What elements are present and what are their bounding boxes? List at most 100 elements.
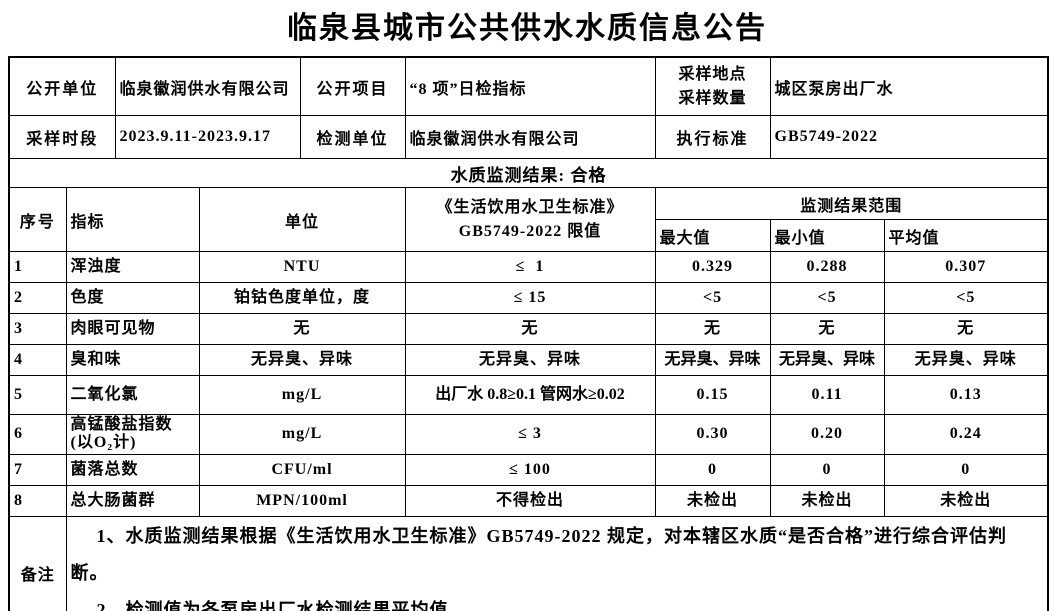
cell-limit: 无异臭、异味: [404, 344, 656, 376]
header-max: 最大值: [654, 219, 771, 252]
cell-avg: 无: [883, 313, 1049, 345]
notice-table: 公开单位 临泉徽润供水有限公司 公开项目 “8 项”日检指标 采样地点 采样数量…: [8, 56, 1050, 611]
cell-limit: ≤ 100: [404, 453, 656, 486]
standard-label: 执行标准: [654, 115, 771, 159]
cell-indicator: 总大肠菌群: [65, 484, 200, 517]
cell-unit: 铂钴色度单位，度: [198, 282, 406, 314]
header-avg: 平均值: [883, 219, 1049, 252]
cell-limit: 无: [404, 313, 656, 345]
publish-item-value: “8 项”日检指标: [404, 56, 656, 116]
table-row: 6 高锰酸盐指数(以O₂计) mg/L ≤ 3 0.30 0.20 0.24: [8, 414, 1049, 455]
cell-avg: 无异臭、异味: [883, 344, 1049, 376]
cell-indicator: 色度: [65, 282, 200, 314]
cell-seq: 1: [8, 251, 67, 283]
cell-indicator: 二氧化氯: [65, 375, 200, 415]
cell-indicator: 高锰酸盐指数(以O₂计): [65, 414, 200, 455]
cell-avg: 0.13: [883, 375, 1049, 415]
table-row: 2 色度 铂钴色度单位，度 ≤ 15 <5 <5 <5: [8, 282, 1049, 314]
notes-body: 1、水质监测结果根据《生活饮用水卫生标准》GB5749-2022 规定，对本辖区…: [65, 515, 1049, 611]
cell-max: 0.30: [654, 414, 771, 455]
cell-indicator: 肉眼可见物: [65, 313, 200, 345]
cell-min: 无异臭、异味: [769, 344, 885, 376]
header-indicator: 指标: [65, 187, 200, 252]
publish-item-label: 公开项目: [299, 56, 406, 116]
sample-site-value: 城区泵房出厂水: [769, 56, 1049, 116]
table-row: 1 浑浊度 NTU ≤ 1 0.329 0.288 0.307: [8, 251, 1049, 283]
cell-min: 0.288: [769, 251, 885, 283]
sample-period-value: 2023.9.11-2023.9.17: [114, 115, 301, 159]
cell-max: 无异臭、异味: [654, 344, 771, 376]
cell-min: 未检出: [769, 484, 885, 517]
info-row-1: 公开单位 临泉徽润供水有限公司 公开项目 “8 项”日检指标 采样地点 采样数量…: [8, 56, 1049, 116]
cell-max: <5: [654, 282, 771, 314]
cell-indicator: 臭和味: [65, 344, 200, 376]
cell-seq: 5: [8, 375, 67, 415]
header-limit-line2: GB5749-2022 限值: [458, 222, 602, 240]
table-row: 4 臭和味 无异臭、异味 无异臭、异味 无异臭、异味 无异臭、异味 无异臭、异味: [8, 344, 1049, 376]
table-row: 7 菌落总数 CFU/ml ≤ 100 0 0 0: [8, 453, 1049, 486]
header-unit: 单位: [198, 187, 406, 252]
cell-unit: 无: [198, 313, 406, 345]
table-row: 3 肉眼可见物 无 无 无 无 无: [8, 313, 1049, 345]
cell-avg: 0: [883, 453, 1049, 486]
cell-min: <5: [769, 282, 885, 314]
test-unit-label: 检测单位: [299, 115, 406, 159]
cell-seq: 4: [8, 344, 67, 376]
cell-max: 未检出: [654, 484, 771, 517]
cell-limit: ≤ 3: [404, 414, 656, 455]
cell-avg: <5: [883, 282, 1049, 314]
cell-unit: 无异臭、异味: [198, 344, 406, 376]
cell-avg: 0.24: [883, 414, 1049, 455]
cell-unit: NTU: [198, 251, 406, 283]
cell-avg: 未检出: [883, 484, 1049, 517]
header-seq: 序号: [8, 187, 67, 252]
cell-unit: mg/L: [198, 375, 406, 415]
cell-max: 0.329: [654, 251, 771, 283]
sample-site-label-line2: 采样数量: [678, 89, 747, 107]
cell-seq: 3: [8, 313, 67, 345]
sample-site-label: 采样地点 采样数量: [654, 56, 771, 116]
notes-label: 备注: [8, 515, 67, 611]
cell-min: 0.11: [769, 375, 885, 415]
cell-min: 无: [769, 313, 885, 345]
cell-seq: 2: [8, 282, 67, 314]
result-banner-row: 水质监测结果: 合格: [8, 158, 1049, 188]
cell-unit: CFU/ml: [198, 453, 406, 486]
cell-max: 无: [654, 313, 771, 345]
cell-limit: ≤ 15: [404, 282, 656, 314]
publish-unit-value: 临泉徽润供水有限公司: [114, 56, 301, 116]
standard-value: GB5749-2022: [769, 115, 1049, 159]
cell-indicator: 浑浊度: [65, 251, 200, 283]
header-row-1: 序号 指标 单位 《生活饮用水卫生标准》 GB5749-2022 限值 监测结果…: [8, 187, 1049, 252]
table-row: 8 总大肠菌群 MPN/100ml 不得检出 未检出 未检出 未检出: [8, 484, 1049, 517]
cell-seq: 8: [8, 484, 67, 517]
test-unit-value: 临泉徽润供水有限公司: [404, 115, 656, 159]
table-row: 5 二氧化氯 mg/L 出厂水 0.8≥0.1 管网水≥0.02 0.15 0.…: [8, 375, 1049, 415]
page-title: 临泉县城市公共供水水质信息公告: [287, 12, 767, 45]
cell-unit: MPN/100ml: [198, 484, 406, 517]
cell-avg: 0.307: [883, 251, 1049, 283]
notes-row: 备注 1、水质监测结果根据《生活饮用水卫生标准》GB5749-2022 规定，对…: [8, 515, 1049, 611]
info-row-2: 采样时段 2023.9.11-2023.9.17 检测单位 临泉徽润供水有限公司…: [8, 115, 1049, 159]
cell-min: 0: [769, 453, 885, 486]
header-min: 最小值: [769, 219, 885, 252]
cell-indicator: 菌落总数: [65, 453, 200, 486]
cell-max: 0: [654, 453, 771, 486]
note-item-2: 2、检测值为各泵房出厂水检测结果平均值。: [96, 599, 468, 611]
header-row-2: 最大值 最小值 平均值: [9, 219, 1049, 252]
cell-max: 0.15: [654, 375, 771, 415]
cell-unit: mg/L: [198, 414, 406, 455]
cell-limit: 出厂水 0.8≥0.1 管网水≥0.02: [404, 375, 656, 415]
publish-unit-label: 公开单位: [8, 56, 116, 116]
sample-period-label: 采样时段: [8, 115, 116, 159]
cell-seq: 7: [8, 453, 67, 486]
cell-limit: ≤ 1: [404, 251, 656, 283]
cell-limit: 不得检出: [404, 484, 656, 517]
header-range: 监测结果范围: [654, 187, 1049, 220]
sample-site-label-line1: 采样地点: [678, 65, 747, 83]
header-limit-line1: 《生活饮用水卫生标准》: [436, 199, 624, 217]
cell-seq: 6: [8, 414, 67, 455]
cell-min: 0.20: [769, 414, 885, 455]
result-banner: 水质监测结果: 合格: [8, 158, 1049, 188]
